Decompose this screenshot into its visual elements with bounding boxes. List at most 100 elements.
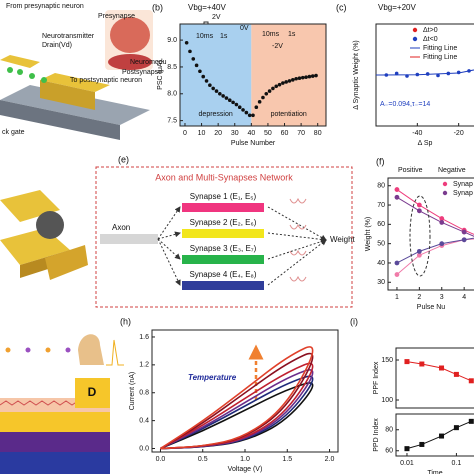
- marker: [188, 49, 192, 54]
- marker: [394, 272, 400, 277]
- marker: [439, 241, 445, 247]
- y-tick-label: 0.8: [139, 390, 149, 397]
- sketch: [289, 223, 307, 230]
- y-tick-label: 60: [377, 221, 385, 228]
- panel-label: (i): [350, 316, 358, 326]
- sketch: [289, 197, 307, 204]
- x-tick-label: 1.5: [282, 456, 292, 463]
- y-tick-label: 1.2: [139, 362, 149, 369]
- marker: [307, 74, 312, 79]
- x-axis-label: Voltage (V): [228, 466, 263, 473]
- legend-swatch: [412, 27, 418, 33]
- arrow: [267, 238, 327, 260]
- legend-swatch: [442, 181, 448, 187]
- device-illustration-a: [0, 10, 153, 140]
- marker: [394, 260, 400, 266]
- arrow: [267, 239, 327, 286]
- x-tick-label: 70: [297, 130, 305, 137]
- marker: [208, 83, 212, 87]
- marker: [201, 74, 206, 79]
- x-tick-label: 30: [231, 130, 239, 137]
- marker: [297, 76, 302, 81]
- y-tick-label: 9.0: [167, 37, 177, 44]
- marker: [257, 100, 262, 104]
- plot-frame: [179, 23, 327, 127]
- legend-swatch: [442, 190, 448, 196]
- panel-label: (b): [152, 2, 163, 12]
- marker: [281, 81, 285, 85]
- y-axis-label: PSC (μA): [157, 60, 164, 90]
- x-tick-label: 0.1: [452, 460, 462, 467]
- label-a: Neurotransmitter: [42, 33, 95, 40]
- marker: [191, 57, 196, 61]
- x-tick-label: 50: [264, 130, 272, 137]
- marker: [287, 79, 292, 83]
- plot-frame: [387, 177, 474, 291]
- marker: [404, 446, 410, 452]
- annotation: 2V: [212, 14, 221, 21]
- synapse-bar: [182, 281, 264, 290]
- arrow: [157, 206, 181, 240]
- x-tick-label: 0.5: [198, 456, 208, 463]
- marker: [294, 76, 298, 81]
- marker: [198, 69, 202, 74]
- y-axis-label: PPD Index: [373, 418, 380, 452]
- x-tick-label: 20: [214, 130, 222, 137]
- annotation: Temperature: [188, 373, 237, 382]
- panel-label: (h): [120, 316, 131, 326]
- marker: [234, 102, 239, 107]
- sketch: [289, 249, 307, 256]
- y-tick-label: 7.5: [167, 117, 177, 124]
- axon-bar: [100, 234, 158, 244]
- x-tick-label: 0: [183, 130, 187, 137]
- region-label: depression: [199, 111, 233, 118]
- annotation: 1s: [220, 33, 228, 40]
- annotation: 10ms: [196, 33, 214, 40]
- y-axis-label: Current (nA): [129, 372, 136, 411]
- y-tick-label: 40: [377, 260, 385, 267]
- legend-label: Δt<0: [423, 36, 438, 43]
- marker: [416, 208, 422, 214]
- x-axis-label: Δ Sp: [418, 140, 433, 147]
- annotation: 0V: [240, 25, 249, 32]
- y-tick-label: 50: [377, 240, 385, 247]
- marker: [284, 80, 288, 84]
- x-tick-label: 0.01: [400, 460, 414, 467]
- synapse-bar: [182, 255, 264, 264]
- plot-frame: [395, 413, 474, 457]
- arrow: [157, 238, 181, 260]
- synapse-label: Synapse 4 (E₄, E₈): [189, 270, 256, 279]
- marker: [277, 82, 282, 87]
- x-tick-label: 3: [440, 294, 444, 301]
- x-tick-label: 60: [281, 130, 289, 137]
- synapse-label: Synapse 1 (E₁, E₅): [190, 192, 257, 201]
- y-tick-label: 8.5: [167, 64, 177, 71]
- marker: [461, 237, 467, 243]
- marker: [218, 91, 222, 96]
- label-a: Neuromodu: [130, 59, 167, 66]
- y-tick-label: 70: [377, 202, 385, 209]
- marker: [241, 108, 245, 112]
- series-line: [406, 361, 472, 382]
- marker: [291, 78, 295, 82]
- marker: [453, 425, 459, 431]
- region-label: potentiation: [271, 111, 307, 118]
- marker: [404, 359, 410, 365]
- marker: [439, 220, 445, 225]
- marker: [314, 73, 318, 78]
- output-label: Weight: [330, 235, 356, 244]
- annotation: Positive: [398, 167, 423, 174]
- plot-frame: [395, 347, 474, 409]
- marker: [416, 248, 422, 254]
- marker: [439, 365, 445, 371]
- axon-label: Axon: [112, 223, 130, 232]
- marker: [267, 89, 272, 93]
- y-tick-label: 80: [377, 183, 385, 190]
- marker: [468, 418, 474, 424]
- series-line: [396, 238, 474, 275]
- marker: [394, 194, 400, 200]
- arrow: [267, 206, 327, 241]
- marker: [231, 100, 235, 105]
- y-axis-label: PPF Index: [373, 361, 380, 394]
- marker: [274, 84, 279, 89]
